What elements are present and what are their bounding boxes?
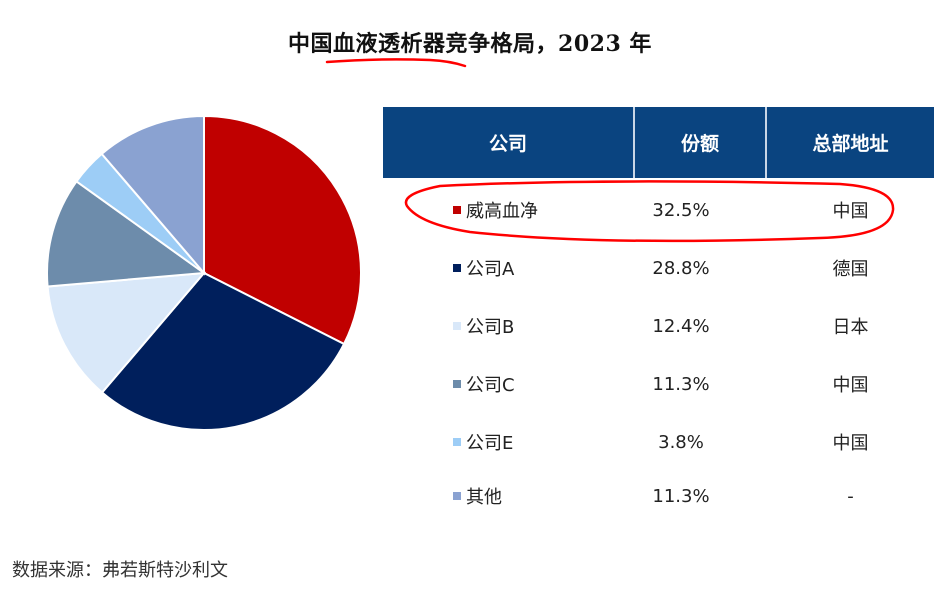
company-name: 公司C — [466, 375, 515, 396]
header-company: 公司 — [383, 107, 635, 178]
header-share: 份额 — [635, 107, 767, 178]
company-name: 公司E — [466, 433, 514, 454]
pie-slice — [46, 180, 207, 288]
pie-chart — [46, 114, 362, 431]
pie-slice — [100, 271, 346, 431]
red-underline-annotation — [325, 58, 467, 68]
legend-swatch — [453, 438, 461, 446]
company-name: 其他 — [466, 487, 502, 508]
hq-value: 中国 — [832, 375, 869, 396]
pie-slice — [46, 271, 207, 394]
share-value: 12.4% — [652, 315, 710, 337]
share-value: 11.3% — [652, 485, 710, 507]
hq-value: 中国 — [832, 201, 869, 222]
table-row: 公司E 3.8% 中国 — [383, 422, 934, 462]
legend-swatch — [453, 206, 461, 214]
share-value: 3.8% — [658, 431, 704, 453]
company-name: 威高血净 — [466, 201, 538, 222]
share-value: 28.8% — [652, 257, 710, 279]
legend-swatch — [453, 264, 461, 272]
table-header: 公司 份额 总部地址 — [383, 107, 934, 178]
hq-value: 中国 — [832, 433, 869, 454]
company-name: 公司A — [466, 259, 515, 280]
share-value: 32.5% — [652, 199, 710, 221]
legend-swatch — [453, 492, 461, 500]
hq-value: 德国 — [832, 259, 869, 280]
table-row: 公司A 28.8% 德国 — [383, 248, 934, 288]
legend-swatch — [453, 322, 461, 330]
pie-slice — [100, 114, 205, 276]
chart-title: 中国血液透析器竞争格局，2023 年 — [288, 31, 652, 57]
share-value: 11.3% — [652, 373, 710, 395]
table-row: 其他 11.3% - — [383, 476, 934, 516]
legend-swatch — [453, 380, 461, 388]
header-hq: 总部地址 — [812, 133, 889, 155]
table-row: 公司B 12.4% 日本 — [383, 306, 934, 346]
pie-slice — [203, 114, 362, 346]
data-source: 数据来源：弗若斯特沙利文 — [12, 560, 228, 581]
hq-value: - — [847, 485, 854, 507]
hq-value: 日本 — [832, 317, 869, 338]
table-row: 威高血净 32.5% 中国 — [383, 190, 934, 230]
company-name: 公司B — [466, 317, 515, 338]
table-row: 公司C 11.3% 中国 — [383, 364, 934, 404]
